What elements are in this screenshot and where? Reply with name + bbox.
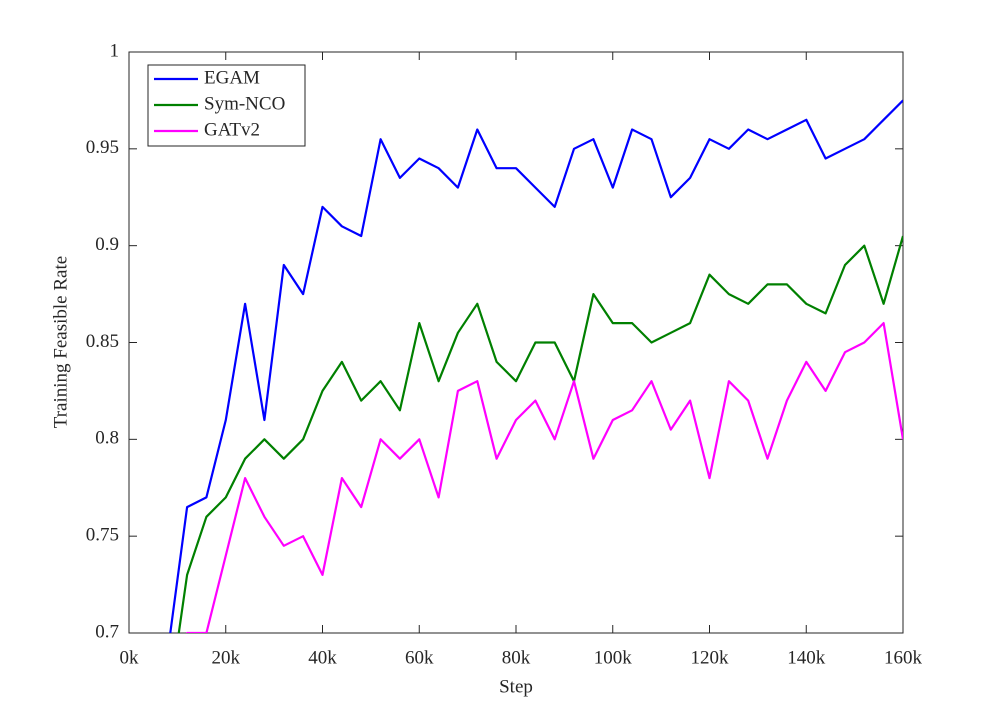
plot-area <box>169 99 903 633</box>
x-tick-label: 120k <box>691 647 730 668</box>
x-axis-label: Step <box>499 676 533 697</box>
x-tick-label: 160k <box>884 647 923 668</box>
y-tick-label: 1 <box>110 40 120 61</box>
x-tick-label: 140k <box>787 647 826 668</box>
data-line <box>177 235 903 633</box>
legend-label: GATv2 <box>204 119 260 140</box>
data-line <box>185 322 903 633</box>
y-axis-label: Training Feasible Rate <box>50 256 71 428</box>
x-tick-label: 0k <box>120 647 140 668</box>
y-tick-label: 0.95 <box>86 137 119 158</box>
x-tick-label: 80k <box>502 647 531 668</box>
data-line <box>169 99 903 633</box>
legend-label: EGAM <box>204 67 260 88</box>
y-tick-label: 0.9 <box>95 234 119 255</box>
y-tick-label: 0.75 <box>86 525 119 546</box>
x-tick-label: 40k <box>308 647 337 668</box>
plot-frame <box>128 51 904 634</box>
y-tick-label: 0.85 <box>86 331 119 352</box>
y-tick-label: 0.7 <box>95 621 119 642</box>
x-tick-label: 20k <box>212 647 241 668</box>
legend-label: Sym-NCO <box>204 93 285 114</box>
x-tick-label: 100k <box>594 647 633 668</box>
x-tick-label: 60k <box>405 647 434 668</box>
y-tick-label: 0.8 <box>95 428 119 449</box>
